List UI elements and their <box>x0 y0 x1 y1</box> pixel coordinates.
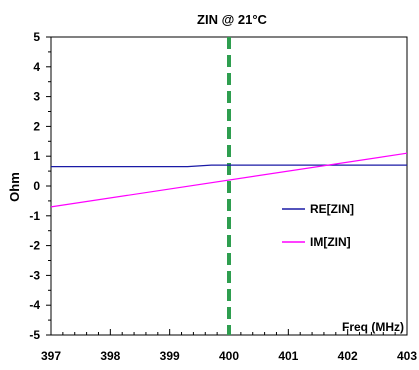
legend: RE[ZIN] IM[ZIN] <box>282 202 354 249</box>
x-tick-label: 401 <box>278 349 298 363</box>
x-tick-label: 397 <box>41 349 61 363</box>
y-tick-label: -2 <box>29 239 40 253</box>
x-tick-label: 398 <box>100 349 120 363</box>
legend-im-label: IM[ZIN] <box>310 235 351 249</box>
x-tick-label: 400 <box>219 349 239 363</box>
y-axis-ticks: 5 4 3 2 1 0 -1 -2 -3 -4 -5 <box>29 30 51 342</box>
x-axis-label: Freq (MHz) <box>342 320 404 334</box>
legend-re-label: RE[ZIN] <box>310 202 354 216</box>
x-tick-label: 403 <box>397 349 417 363</box>
y-axis-label: Ohm <box>7 172 22 202</box>
y-tick-label: 1 <box>33 149 40 163</box>
series-layer <box>50 152 408 208</box>
y-tick-label: 3 <box>33 90 40 104</box>
y-tick-label: -5 <box>29 328 40 342</box>
y-tick-label: -3 <box>29 268 40 282</box>
x-tick-label: 399 <box>160 349 180 363</box>
y-tick-label: 0 <box>33 179 40 193</box>
series-line-im-zin <box>50 152 408 208</box>
y-tick-label: -1 <box>29 209 40 223</box>
series-line-re-zin <box>51 164 407 168</box>
x-axis-ticks: 397 398 399 400 401 402 403 <box>41 329 417 363</box>
y-tick-label: 2 <box>33 119 40 133</box>
y-tick-label: 5 <box>33 30 40 44</box>
chart-title: ZIN @ 21°C <box>197 12 267 27</box>
y-tick-label: 4 <box>33 60 40 74</box>
y-tick-label: -4 <box>29 298 40 312</box>
x-tick-label: 402 <box>338 349 358 363</box>
